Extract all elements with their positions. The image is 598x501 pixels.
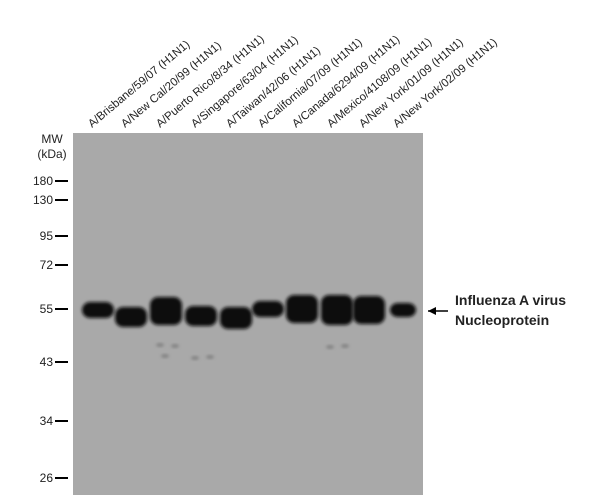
mw-unit: (kDa): [37, 147, 66, 161]
faint-spot: [341, 344, 349, 348]
protein-band: [252, 301, 284, 317]
protein-band: [321, 295, 353, 325]
protein-band: [220, 307, 252, 329]
protein-band: [286, 295, 318, 323]
protein-band: [185, 306, 217, 326]
protein-band: [115, 307, 147, 327]
faint-spot: [206, 355, 214, 359]
protein-band: [82, 302, 114, 318]
annotation-line: Influenza A virus: [455, 292, 566, 308]
mw-marker-label: 130: [33, 193, 53, 207]
mw-marker-label: 26: [40, 471, 54, 485]
mw-label: MW: [41, 132, 63, 146]
faint-spot: [171, 344, 179, 348]
protein-band: [390, 303, 416, 317]
mw-marker-label: 180: [33, 174, 53, 188]
protein-band: [150, 297, 182, 325]
mw-marker-label: 34: [40, 414, 54, 428]
faint-spot: [161, 354, 169, 358]
faint-spot: [156, 343, 164, 347]
mw-marker-label: 43: [40, 355, 54, 369]
protein-band: [353, 296, 385, 324]
mw-marker-label: 55: [40, 302, 54, 316]
mw-marker-label: 95: [40, 229, 54, 243]
mw-marker-label: 72: [40, 258, 54, 272]
faint-spot: [326, 345, 334, 349]
faint-spot: [191, 356, 199, 360]
arrow-head: [428, 307, 436, 315]
annotation-line: Nucleoprotein: [455, 312, 549, 328]
